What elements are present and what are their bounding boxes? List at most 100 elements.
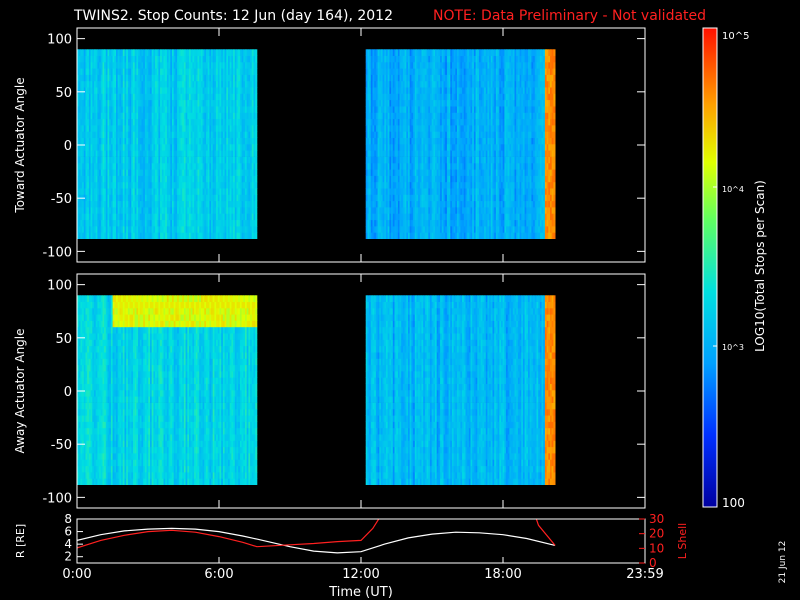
heatmap-cell <box>141 156 144 164</box>
heatmap-cell <box>127 131 130 138</box>
heatmap-cell <box>241 162 244 170</box>
heatmap-cell <box>99 131 102 138</box>
heatmap-cell <box>178 150 181 157</box>
heatmap-cell <box>139 200 142 208</box>
heatmap-cell <box>413 74 416 82</box>
heatmap-cell <box>88 99 91 107</box>
heatmap-cell <box>209 118 212 126</box>
heatmap-cell <box>416 207 419 214</box>
heatmap-cell <box>455 118 458 126</box>
heatmap-cell <box>408 188 411 195</box>
heatmap-cell <box>77 156 80 164</box>
heatmap-cell <box>234 80 237 88</box>
heatmap-cell <box>229 68 232 75</box>
heatmap-cell <box>110 99 113 107</box>
heatmap-cell <box>109 194 112 202</box>
heatmap-cell <box>392 131 395 138</box>
heatmap-cell <box>175 68 178 75</box>
heatmap-cell <box>443 143 446 151</box>
heatmap-cell <box>246 156 249 164</box>
heatmap-cell <box>401 219 404 227</box>
heatmap-cell <box>178 181 181 189</box>
heatmap-cell <box>384 106 387 113</box>
heatmap-cell <box>428 226 431 233</box>
heatmap-cell <box>212 200 215 208</box>
heatmap-cell <box>165 80 168 88</box>
heatmap-cell <box>212 181 215 189</box>
heatmap-cell <box>451 55 454 63</box>
heatmap-cell <box>229 175 232 183</box>
heatmap-cell <box>121 74 124 82</box>
heatmap-cell <box>92 74 95 82</box>
heatmap-cell <box>88 175 91 183</box>
heatmap-cell <box>441 112 444 120</box>
heatmap-cell <box>195 80 198 88</box>
heatmap-cell <box>408 219 411 227</box>
heatmap-cell <box>172 61 175 69</box>
heatmap-cell <box>107 219 110 227</box>
heatmap-cell <box>90 112 93 120</box>
heatmap-cell <box>370 143 373 151</box>
heatmap-cell <box>365 93 368 101</box>
heatmap-cell <box>241 118 244 126</box>
heatmap-cell <box>445 106 448 113</box>
heatmap-cell <box>121 156 124 164</box>
heatmap-cell <box>241 207 244 214</box>
heatmap-cell <box>229 232 232 239</box>
heatmap-cell <box>384 150 387 157</box>
heatmap-cell <box>445 68 448 75</box>
heatmap-cell <box>222 118 225 126</box>
heatmap-cell <box>148 226 151 233</box>
heatmap-cell <box>151 55 154 63</box>
heatmap-cell <box>377 93 380 101</box>
heatmap-cell <box>102 137 105 145</box>
heatmap-cell <box>124 219 127 227</box>
heatmap-cell <box>233 131 236 138</box>
heatmap-cell <box>104 125 107 132</box>
heatmap-cell <box>126 226 129 233</box>
heatmap-cell <box>394 156 397 164</box>
heatmap-cell <box>457 213 460 221</box>
heatmap-cell <box>146 93 149 101</box>
heatmap-cell <box>418 55 421 63</box>
heatmap-cell <box>95 143 98 151</box>
heatmap-cell <box>431 118 434 126</box>
heatmap-cell <box>246 137 249 145</box>
heatmap-cell <box>440 49 443 56</box>
heatmap-cell <box>246 181 249 189</box>
heatmap-cell <box>392 106 395 113</box>
heatmap-cell <box>234 118 237 126</box>
heatmap-cell <box>402 150 405 157</box>
heatmap-cell <box>436 181 439 189</box>
heatmap-cell <box>248 61 251 69</box>
heatmap-cell <box>239 207 242 214</box>
heatmap-cell <box>199 112 202 120</box>
heatmap-cell <box>192 162 195 170</box>
heatmap-cell <box>465 55 468 63</box>
heatmap-cell <box>206 106 209 113</box>
heatmap-cell <box>228 137 231 145</box>
heatmap-cell <box>375 194 378 202</box>
heatmap-cell <box>90 137 93 145</box>
heatmap-cell <box>402 80 405 88</box>
heatmap-cell <box>114 131 117 138</box>
heatmap-cell <box>148 200 151 208</box>
heatmap-cell <box>418 106 421 113</box>
heatmap-cell <box>163 188 166 195</box>
heatmap-cell <box>214 118 217 126</box>
heatmap-cell <box>178 162 181 170</box>
heatmap-cell <box>226 200 229 208</box>
heatmap-cell <box>139 112 142 120</box>
heatmap-cell <box>462 125 465 132</box>
heatmap-cell <box>126 131 129 138</box>
heatmap-cell <box>446 188 449 195</box>
heatmap-cell <box>134 232 137 239</box>
heatmap-cell <box>143 200 146 208</box>
heatmap-cell <box>413 55 416 63</box>
heatmap-cell <box>370 213 373 221</box>
heatmap-cell <box>194 194 197 202</box>
heatmap-cell <box>445 112 448 120</box>
heatmap-cell <box>443 131 446 138</box>
heatmap-cell <box>160 219 163 227</box>
heatmap-cell <box>178 207 181 214</box>
